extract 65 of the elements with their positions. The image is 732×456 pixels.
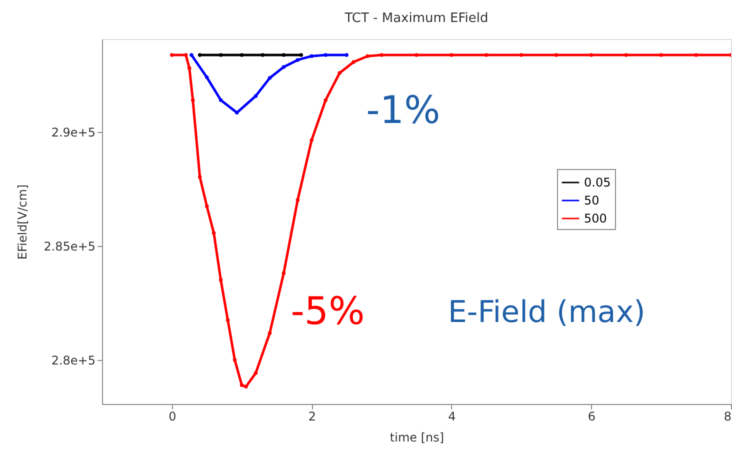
point bbox=[268, 331, 272, 335]
x-tick-label: 4 bbox=[448, 410, 456, 424]
point bbox=[218, 278, 223, 282]
point bbox=[299, 53, 304, 57]
point bbox=[218, 53, 223, 57]
point bbox=[344, 53, 348, 57]
point bbox=[235, 110, 239, 115]
point bbox=[254, 94, 258, 98]
x-axis-title: time [ns] bbox=[390, 430, 444, 444]
point bbox=[190, 53, 194, 57]
point bbox=[310, 138, 314, 142]
point bbox=[324, 98, 328, 102]
point bbox=[190, 98, 195, 102]
point bbox=[240, 383, 244, 387]
point bbox=[296, 198, 300, 202]
point bbox=[624, 53, 628, 57]
point bbox=[484, 53, 488, 57]
annotation: -1% bbox=[366, 88, 440, 132]
point bbox=[519, 53, 524, 57]
y-tick-label: 2.8e+5 bbox=[51, 354, 96, 368]
x-tick-label: 6 bbox=[588, 410, 596, 424]
point bbox=[184, 53, 188, 57]
point bbox=[450, 53, 454, 57]
x-tick-label: 2 bbox=[308, 410, 316, 424]
legend-label: 500 bbox=[584, 212, 607, 226]
point bbox=[187, 66, 192, 70]
point bbox=[659, 53, 663, 57]
point bbox=[254, 371, 258, 375]
legend-label: 0.05 bbox=[584, 176, 611, 190]
point bbox=[244, 384, 248, 389]
point bbox=[204, 75, 209, 80]
point bbox=[204, 204, 209, 208]
point bbox=[226, 318, 230, 322]
point bbox=[282, 65, 286, 69]
point bbox=[310, 54, 314, 58]
point bbox=[554, 53, 558, 57]
point bbox=[212, 231, 216, 235]
point bbox=[352, 60, 356, 64]
point bbox=[198, 175, 202, 179]
point bbox=[240, 53, 244, 57]
point bbox=[218, 98, 223, 102]
point bbox=[282, 53, 286, 57]
point bbox=[296, 58, 300, 62]
point bbox=[324, 53, 328, 57]
point bbox=[414, 53, 418, 57]
point bbox=[338, 71, 342, 75]
x-tick-label: 8 bbox=[724, 410, 732, 424]
annotation: -5% bbox=[290, 288, 365, 333]
point bbox=[366, 54, 370, 58]
chart-title: TCT - Maximum EField bbox=[344, 11, 488, 26]
point bbox=[232, 358, 237, 362]
y-tick-label: 2.9e+5 bbox=[51, 126, 96, 140]
point bbox=[589, 53, 594, 57]
point bbox=[380, 53, 384, 57]
y-axis-title: EField[V/cm] bbox=[16, 184, 30, 260]
point bbox=[170, 53, 174, 57]
y-tick-label: 2.85e+5 bbox=[44, 240, 96, 254]
point bbox=[198, 53, 202, 57]
x-tick-label: 0 bbox=[168, 410, 176, 424]
point bbox=[268, 76, 272, 80]
point bbox=[260, 53, 265, 57]
annotation: E-Field (max) bbox=[448, 294, 646, 330]
legend-label: 50 bbox=[584, 194, 600, 208]
point bbox=[694, 53, 698, 57]
point bbox=[282, 271, 286, 276]
